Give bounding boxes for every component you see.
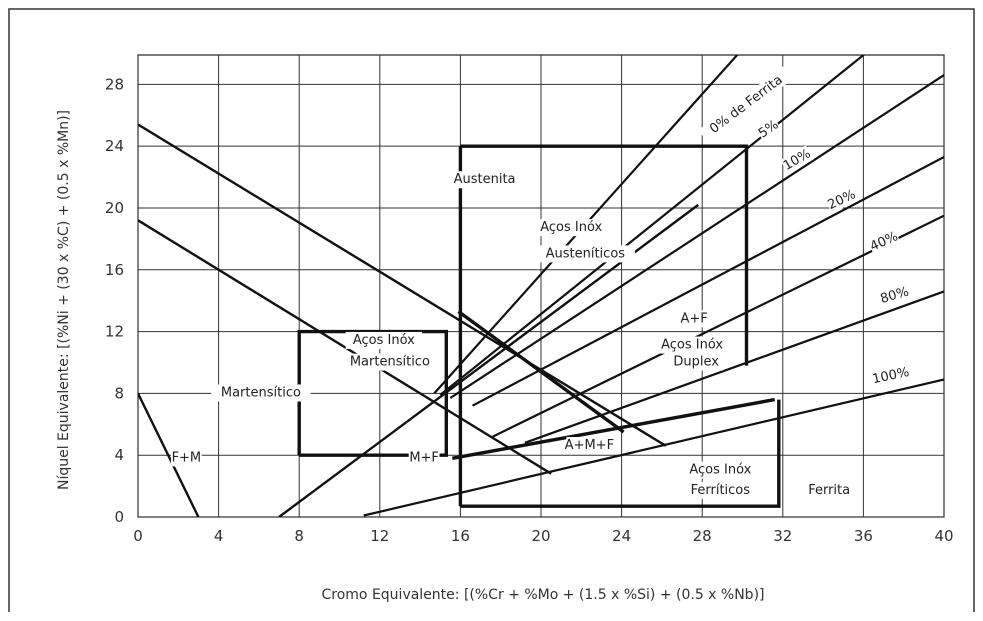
region-label-bg	[340, 353, 440, 371]
x-tick-label: 20	[531, 527, 550, 545]
region-label: Martensítico	[350, 355, 430, 370]
ferrite-line	[471, 156, 944, 407]
ferrite-line	[449, 74, 944, 399]
region-label-bg	[678, 310, 710, 328]
ferrite-line-label-bg	[698, 65, 794, 144]
region-label: Ferríticos	[691, 483, 751, 498]
x-tick-label: 12	[370, 527, 389, 545]
region-label: Duplex	[673, 355, 719, 370]
ferrite-line-label: 80%	[879, 285, 911, 307]
ferrite-line-label-bg	[870, 363, 911, 388]
y-tick-label: 12	[105, 323, 124, 341]
y-tick-label: 4	[114, 446, 124, 464]
region-boundary-segment	[457, 310, 625, 434]
steel-region-boundary	[451, 397, 776, 460]
x-tick-label: 16	[451, 527, 470, 545]
region-label: Austeníticos	[546, 246, 626, 261]
boundary-lines	[297, 144, 781, 508]
region-label-bg	[653, 336, 731, 354]
ferrite-line-label-group: 0% de Ferrita	[698, 65, 794, 144]
region-label: A+F	[681, 311, 708, 326]
ferrite-line	[524, 290, 944, 444]
y-tick-labels: 0 4 8 12 16 20 24 28	[105, 75, 124, 526]
y-tick-label: 28	[105, 75, 124, 93]
x-tick-labels: 0 4 8 12 16 20 24 28 32 36 40	[133, 527, 953, 545]
x-tick-label: 36	[854, 527, 873, 545]
x-tick-label: 28	[693, 527, 712, 545]
region-label-bg	[446, 171, 523, 189]
region-label: Austenita	[454, 172, 516, 187]
region-label-bg	[682, 461, 759, 479]
y-tick-label: 0	[114, 508, 124, 526]
steel-region-boundary	[460, 399, 781, 508]
x-tick-label: 8	[294, 527, 304, 545]
ferrite-line-label-bg	[878, 283, 911, 307]
ferrite-line-label-bg	[780, 145, 814, 175]
region-label: A+M+F	[565, 438, 614, 453]
ferrite-line-label-group: 20%	[824, 186, 859, 214]
ferrite-line-label-group: 100%	[870, 363, 911, 388]
y-tick-label: 16	[105, 261, 124, 279]
region-label: Aços Inóx	[689, 463, 751, 478]
ferrite-line-label-group: 80%	[878, 283, 911, 307]
region-label-bg	[535, 245, 635, 263]
region-label-bg	[170, 449, 202, 467]
x-tick-label: 4	[214, 527, 224, 545]
phase-line	[138, 392, 200, 517]
region-label: Aços Inóx	[353, 333, 415, 348]
ferrite-line-label-bg	[754, 116, 782, 142]
region-label: Aços Inóx	[540, 220, 602, 235]
ferrite-line-label: 20%	[826, 187, 859, 213]
y-axis-title: Níquel Equivalente: [(%Ni + (30 x %C) + …	[56, 110, 72, 490]
region-label: Aços Inóx	[661, 338, 723, 353]
phase-line	[138, 123, 667, 447]
ferrite-line-label-group: 40%	[867, 228, 901, 255]
ferrite-line	[492, 214, 944, 438]
steel-region-boundary	[460, 144, 749, 366]
x-tick-label: 40	[934, 527, 953, 545]
x-tick-label: 32	[773, 527, 792, 545]
region-label: Ferrita	[808, 483, 850, 498]
ferrite-line	[439, 55, 866, 396]
region-label-bg	[566, 437, 613, 455]
region-label-bg	[669, 353, 723, 371]
ferrite-line-label-bg	[824, 186, 859, 214]
region-label-bg	[533, 219, 610, 237]
region-label-bg	[408, 449, 440, 467]
y-tick-label: 20	[105, 199, 124, 217]
steel-region-boundary	[297, 329, 448, 457]
region-label-bg	[678, 481, 763, 499]
x-tick-label: 24	[612, 527, 631, 545]
grid	[137, 55, 945, 518]
x-axis-title: Cromo Equivalente: [(%Cr + %Mo + (1.5 x …	[322, 587, 765, 603]
region-label: M+F	[409, 450, 439, 465]
ferrite-line-label: 100%	[871, 365, 910, 387]
y-tick-label: 8	[114, 384, 124, 402]
region-label-bg	[211, 384, 311, 402]
ferrite-line-label-group: 10%	[780, 145, 814, 175]
ferrite-line-label: 40%	[868, 229, 901, 254]
region-label: Martensítico	[221, 385, 301, 400]
region-label-bg	[345, 331, 423, 349]
region-label-bg	[798, 481, 860, 499]
outer-border	[8, 8, 975, 612]
region-labels: Austenita Aços Inóx Austeníticos Aços Inóx M…	[170, 171, 860, 499]
ferrite-line-label-bg	[867, 228, 901, 255]
region-label: F+M	[172, 450, 202, 465]
y-tick-label: 24	[105, 137, 124, 155]
x-tick-label: 0	[133, 527, 143, 545]
phase-line	[138, 219, 552, 475]
